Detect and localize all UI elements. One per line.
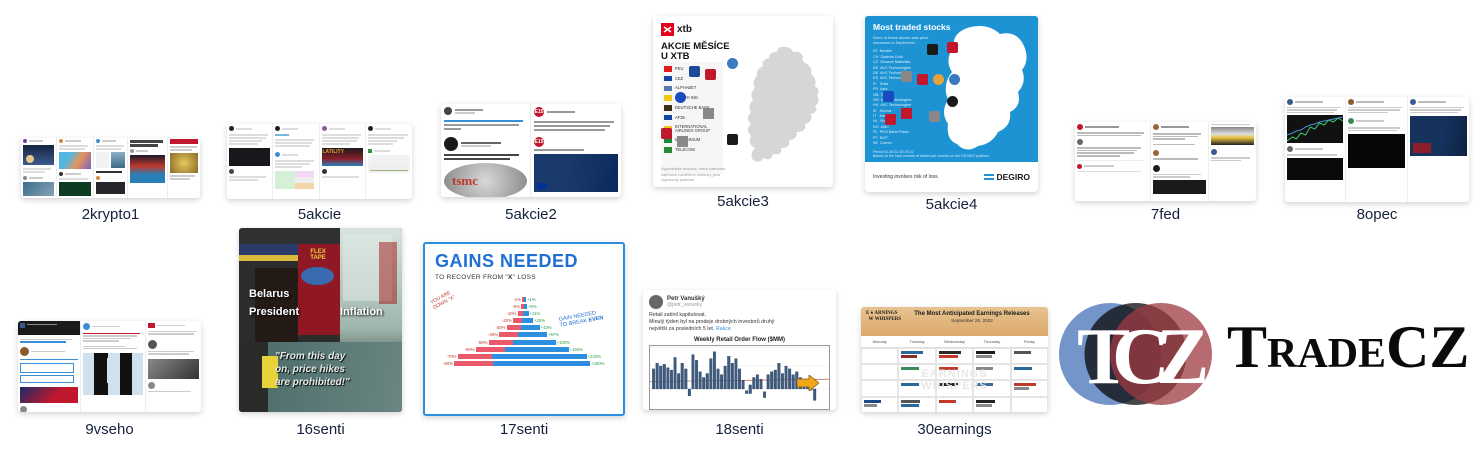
svg-text:Z: Z: [1156, 313, 1209, 401]
